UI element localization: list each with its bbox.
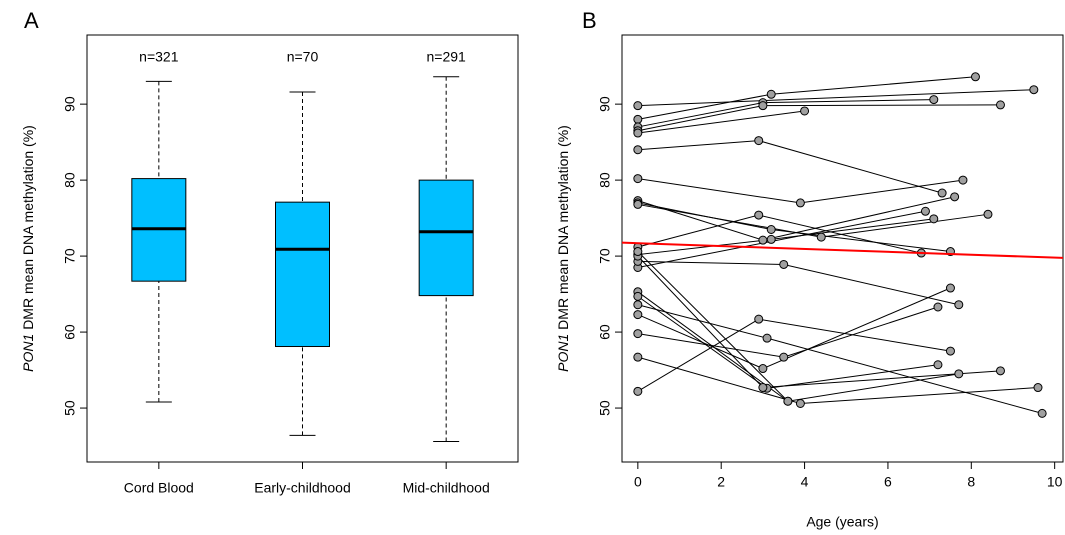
point xyxy=(633,114,643,124)
y-tick-label: 80 xyxy=(597,172,613,188)
point xyxy=(633,386,643,396)
x-tick-label: 10 xyxy=(1047,474,1063,490)
point xyxy=(633,174,643,184)
x-axis-label: Age (years) xyxy=(806,514,878,530)
point xyxy=(920,206,930,216)
y-tick-label: 60 xyxy=(597,324,613,340)
y-axis-label-text: DMR mean DNA methylation (%) xyxy=(20,125,36,334)
category-label: Cord Blood xyxy=(124,480,194,496)
point xyxy=(795,198,805,208)
point xyxy=(754,314,764,324)
plot-frame xyxy=(621,34,1064,463)
y-axis-label: PON1 DMR mean DNA methylation (%) xyxy=(555,125,571,372)
point xyxy=(633,291,643,301)
point xyxy=(633,329,643,339)
box xyxy=(418,179,474,297)
subject-line xyxy=(637,210,926,268)
point xyxy=(633,128,643,138)
x-tick-label: 0 xyxy=(634,474,642,490)
subject-line xyxy=(637,260,959,306)
x-tick-label: 2 xyxy=(717,474,725,490)
point xyxy=(1037,408,1047,418)
point xyxy=(929,95,939,105)
point xyxy=(937,188,947,198)
point xyxy=(779,352,789,362)
y-tick-label: 50 xyxy=(62,400,78,416)
point xyxy=(933,360,943,370)
point xyxy=(754,210,764,220)
x-tick-label: 4 xyxy=(801,474,809,490)
point xyxy=(754,136,764,146)
point xyxy=(766,89,776,99)
point xyxy=(762,333,772,343)
x-tick-label: 6 xyxy=(884,474,892,490)
point xyxy=(758,101,768,111)
y-tick-label: 70 xyxy=(597,248,613,264)
subject-line xyxy=(637,89,1034,107)
y-tick-label: 90 xyxy=(62,96,78,112)
point xyxy=(758,364,768,374)
point xyxy=(783,396,793,406)
point xyxy=(929,214,939,224)
annotation: n=291 xyxy=(427,49,467,65)
annotation: n=70 xyxy=(287,49,319,65)
panel-label: A xyxy=(24,8,39,33)
y-tick-label: 70 xyxy=(62,248,78,264)
point xyxy=(758,383,768,393)
point xyxy=(633,352,643,362)
subject-line xyxy=(637,287,951,370)
y-tick-label: 60 xyxy=(62,324,78,340)
y-axis-label-gene: PON1 xyxy=(20,334,36,372)
box xyxy=(275,201,330,348)
point xyxy=(1029,85,1039,95)
y-tick-label: 80 xyxy=(62,172,78,188)
y-axis-label: PON1 DMR mean DNA methylation (%) xyxy=(20,125,36,372)
point xyxy=(633,300,643,310)
point xyxy=(954,369,964,379)
point xyxy=(800,106,810,116)
x-tick-label: 8 xyxy=(967,474,975,490)
subject-line xyxy=(637,306,939,358)
point xyxy=(995,366,1005,376)
point xyxy=(954,300,964,310)
point xyxy=(795,398,805,408)
point xyxy=(766,234,776,244)
point xyxy=(816,232,826,242)
subject-line xyxy=(637,304,1043,414)
point xyxy=(970,72,980,82)
point xyxy=(779,259,789,269)
panel-label: B xyxy=(582,8,597,33)
point xyxy=(945,283,955,293)
point xyxy=(633,101,643,111)
subject-line xyxy=(637,295,939,389)
point xyxy=(958,175,968,185)
point xyxy=(633,247,643,257)
trend-line xyxy=(622,241,1063,259)
point xyxy=(933,302,943,312)
y-axis-label-gene: PON1 xyxy=(555,334,571,372)
point xyxy=(945,346,955,356)
annotation: n=321 xyxy=(139,49,179,65)
y-axis-label-text: DMR mean DNA methylation (%) xyxy=(555,125,571,334)
y-tick-label: 90 xyxy=(597,96,613,112)
point xyxy=(766,225,776,235)
y-tick-label: 50 xyxy=(597,400,613,416)
point xyxy=(950,192,960,202)
point xyxy=(633,199,643,209)
point xyxy=(983,209,993,219)
subject-line xyxy=(637,356,1039,405)
point xyxy=(633,145,643,155)
category-label: Mid-childhood xyxy=(403,480,490,496)
point xyxy=(1033,383,1043,393)
point xyxy=(758,235,768,245)
point xyxy=(995,100,1005,110)
subject-line xyxy=(637,110,805,134)
category-label: Early-childhood xyxy=(254,480,351,496)
subject-line xyxy=(637,255,1001,389)
point xyxy=(633,310,643,320)
